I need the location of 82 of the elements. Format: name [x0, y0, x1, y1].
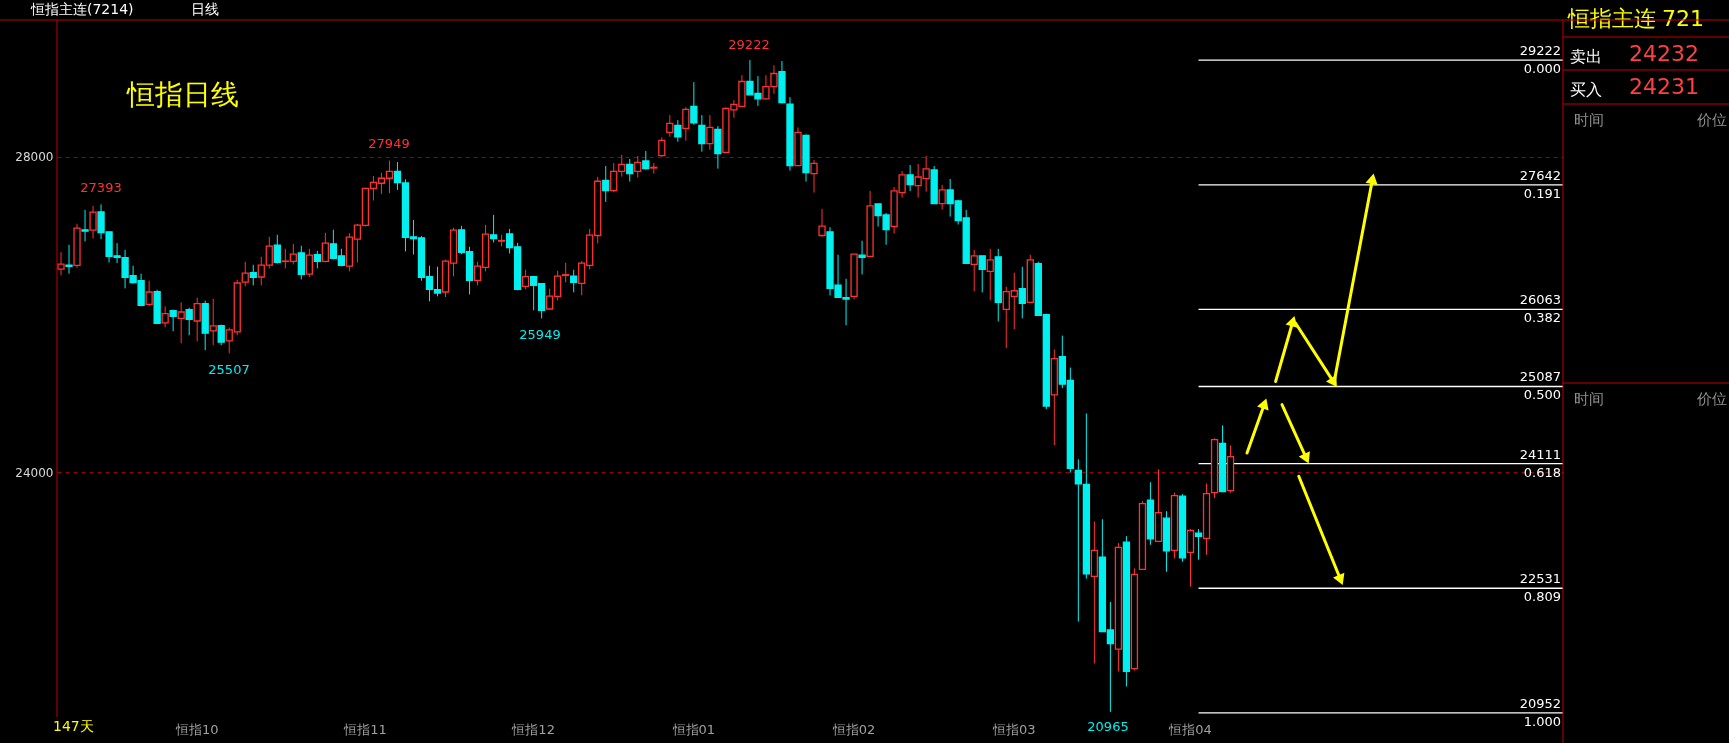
candlestick: [706, 114, 714, 151]
annotation: 27949: [368, 136, 410, 151]
candlestick: [209, 298, 217, 346]
text: 价位: [1696, 390, 1727, 408]
annotation: 29222: [728, 37, 770, 52]
candlestick: [978, 255, 986, 293]
text: 24231: [1629, 74, 1699, 99]
text: 时间: [1574, 390, 1604, 408]
candlestick: [1186, 528, 1195, 588]
candlestick: [682, 106, 690, 142]
text: 147天: [53, 718, 94, 734]
candlestick: [489, 214, 498, 243]
annotation: 0.000: [1523, 61, 1561, 77]
annotation: 25949: [519, 327, 561, 342]
text: 买入: [1570, 80, 1602, 99]
candlestick: [642, 150, 650, 171]
candlestick: [65, 244, 73, 275]
candlestick: [698, 114, 706, 153]
text: 日线: [191, 1, 219, 17]
annotation: 25507: [208, 362, 250, 377]
candlestick: [1018, 266, 1026, 319]
candlestick: [674, 119, 682, 143]
candlestick: [906, 164, 914, 192]
candlestick: [185, 307, 193, 336]
candlestick: [161, 305, 169, 328]
annotation: 0.809: [1523, 589, 1561, 605]
candlestick: [810, 159, 818, 194]
annotation: 0.382: [1523, 310, 1561, 326]
y-tick-label: 24000: [15, 465, 54, 480]
text: 卖出: [1570, 47, 1602, 66]
ref-line-label: 22531: [1519, 571, 1561, 587]
annotation: 0.618: [1523, 464, 1561, 480]
ref-line-label: 20952: [1519, 695, 1561, 711]
candlestick: [249, 264, 257, 286]
ref-line-label: 24111: [1519, 446, 1561, 462]
x-tick-label: 恒指12: [511, 721, 555, 737]
candlestick: [690, 81, 698, 126]
x-tick-label: 恒指02: [831, 721, 876, 737]
annotation: 0.500: [1523, 387, 1561, 403]
candlestick: [297, 245, 305, 280]
x-tick-label: 恒指03: [992, 721, 1036, 737]
candlestick: [81, 209, 89, 242]
candlestick: [57, 251, 65, 276]
candlestick: [666, 114, 674, 138]
text: 时间: [1574, 111, 1604, 129]
candlestick: [658, 136, 666, 158]
candlestick: [858, 240, 866, 275]
candlestick: [634, 155, 642, 179]
text: 20965: [1087, 719, 1129, 734]
ref-line-label: 25087: [1519, 369, 1561, 385]
candlestick: [570, 269, 578, 293]
candlestick: [177, 301, 185, 344]
candlestick: [938, 184, 946, 211]
candlestick: [89, 205, 97, 239]
ref-line-label: 26063: [1519, 292, 1561, 308]
candlestick: [602, 165, 610, 203]
annotation: 0.191: [1523, 185, 1561, 201]
y-tick-label: 28000: [15, 150, 54, 165]
x-tick-label: 恒指11: [343, 721, 387, 737]
candlestick: [273, 234, 281, 264]
text: 恒指主连: [1567, 6, 1656, 31]
candlestick: [145, 280, 153, 307]
candlestick: [305, 248, 313, 278]
text: 恒指主连(7214): [30, 1, 134, 17]
ref-line-label: 27642: [1519, 167, 1561, 183]
candlestick: [626, 158, 634, 183]
x-tick-label: 恒指01: [671, 721, 716, 737]
annotation: 1.000: [1523, 713, 1561, 729]
text: 价位: [1696, 111, 1727, 129]
candlestick: [521, 269, 530, 290]
ref-line-label: 29222: [1519, 43, 1561, 59]
candlestick: [193, 297, 201, 342]
text: 恒指日线: [126, 78, 239, 111]
candlestick: [321, 232, 330, 263]
candlestick: [818, 208, 826, 238]
annotation: 27393: [80, 180, 122, 195]
text: 721: [1662, 6, 1704, 31]
x-tick-label: 恒指04: [1168, 721, 1212, 737]
candlestick: [986, 248, 994, 301]
x-tick-label: 恒指10: [174, 721, 219, 737]
text: 24232: [1629, 41, 1699, 66]
candlestick: [970, 249, 978, 292]
